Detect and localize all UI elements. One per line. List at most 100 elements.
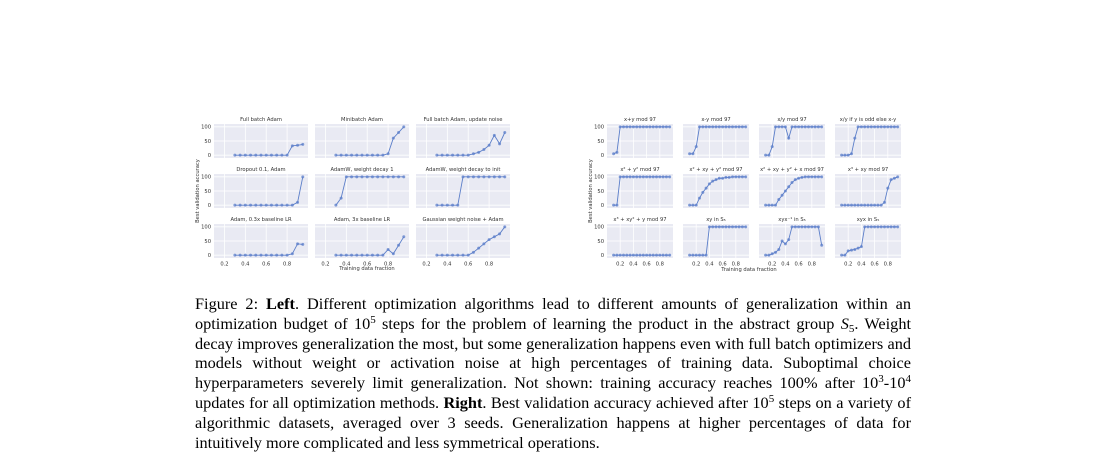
data-point: [843, 253, 847, 257]
data-point: [863, 203, 867, 207]
y-tick-label: 0: [601, 253, 604, 259]
data-point: [296, 143, 300, 147]
data-point: [612, 253, 616, 257]
caption-right-label: Right: [443, 392, 483, 412]
data-point: [727, 175, 731, 179]
x-tick-label: 0.2: [768, 262, 776, 268]
data-point: [664, 253, 668, 257]
data-point: [344, 153, 348, 157]
data-point: [688, 152, 692, 156]
data-point: [740, 125, 744, 129]
y-axis-label: Best validation accuracy: [588, 159, 594, 223]
subplot: Gaussian weight noise + Adam 0.2 0.4 0.6 0.8: [416, 217, 510, 268]
data-point: [243, 153, 247, 157]
data-point: [477, 150, 481, 154]
data-point: [737, 125, 741, 129]
data-point: [440, 153, 444, 157]
data-point: [655, 253, 658, 257]
data-point: [892, 125, 896, 129]
data-point: [866, 225, 870, 229]
data-point: [714, 178, 718, 182]
y-tick-label: 0: [208, 203, 211, 209]
data-point: [625, 253, 629, 257]
data-point: [280, 253, 284, 257]
data-point: [503, 225, 507, 229]
subplot: Adam, 0.3x baseline LR 0 50 100 0.2 0.4 0.6 0.8: [201, 217, 308, 268]
data-point: [664, 175, 668, 179]
data-point: [810, 175, 814, 179]
data-point: [704, 186, 708, 190]
data-point: [797, 176, 801, 180]
data-point: [238, 203, 242, 207]
caption-exponent: 4: [905, 373, 912, 386]
data-point: [612, 152, 616, 156]
x-tick-label: 0.4: [241, 262, 250, 268]
data-point: [856, 125, 860, 129]
data-point: [285, 253, 289, 257]
y-tick-label: 50: [597, 239, 604, 245]
data-point: [482, 175, 486, 179]
data-point: [275, 253, 279, 257]
data-point: [503, 131, 507, 134]
chart-left: Full batch Adam 0 50 100 Minibatch Adam Full …: [195, 117, 510, 272]
data-point: [344, 253, 348, 257]
data-point: [774, 125, 777, 129]
x-tick-label: 0.8: [884, 262, 892, 268]
x-tick-label: 0.8: [808, 262, 816, 268]
data-point: [466, 175, 470, 179]
data-point: [254, 153, 258, 157]
data-point: [655, 175, 658, 179]
data-point: [461, 153, 465, 157]
data-point: [339, 196, 343, 200]
data-point: [892, 225, 896, 229]
data-point: [694, 253, 698, 257]
data-point: [856, 246, 860, 250]
subplot: Full batch Adam 0 50 100: [201, 117, 308, 159]
data-point: [879, 203, 883, 207]
data-point: [843, 203, 847, 207]
data-point: [774, 250, 777, 254]
data-point: [770, 252, 774, 256]
data-point: [783, 242, 787, 246]
y-tick-label: 100: [594, 225, 604, 231]
data-point: [638, 253, 642, 257]
data-point: [866, 125, 870, 129]
data-point: [793, 225, 797, 229]
data-point: [397, 131, 401, 134]
data-point: [734, 175, 738, 179]
subplot-title: Adam, 0.3x baseline LR: [230, 217, 292, 223]
subplot: x+y mod 97 0 50 100: [594, 117, 673, 159]
data-point: [717, 225, 721, 229]
data-point: [451, 203, 455, 207]
data-point: [694, 203, 698, 207]
figure-graphic: Full batch Adam 0 50 100 Minibatch Adam Full …: [195, 117, 901, 273]
data-point: [777, 125, 781, 129]
data-point: [280, 203, 284, 207]
data-point: [249, 203, 253, 207]
data-point: [435, 203, 439, 207]
data-point: [655, 125, 658, 129]
data-point: [668, 175, 672, 179]
data-point: [622, 125, 625, 129]
caption-text: steps on a variety of algorithmic datase…: [195, 392, 911, 452]
data-point: [873, 203, 877, 207]
data-point: [869, 125, 873, 129]
data-point: [724, 175, 728, 179]
data-point: [859, 125, 863, 129]
data-point: [487, 175, 491, 179]
data-point: [238, 253, 242, 257]
data-point: [355, 253, 359, 257]
data-point: [477, 246, 481, 250]
x-tick-label: 0.4: [781, 262, 790, 268]
data-point: [482, 148, 486, 151]
data-point: [498, 175, 502, 179]
data-point: [803, 125, 807, 129]
data-point: [622, 175, 625, 179]
subplot: x-y mod 97: [683, 117, 749, 158]
data-point: [797, 225, 801, 229]
data-point: [704, 125, 708, 129]
data-point: [879, 125, 883, 129]
data-point: [381, 153, 385, 157]
data-point: [635, 253, 639, 257]
data-point: [707, 125, 711, 129]
